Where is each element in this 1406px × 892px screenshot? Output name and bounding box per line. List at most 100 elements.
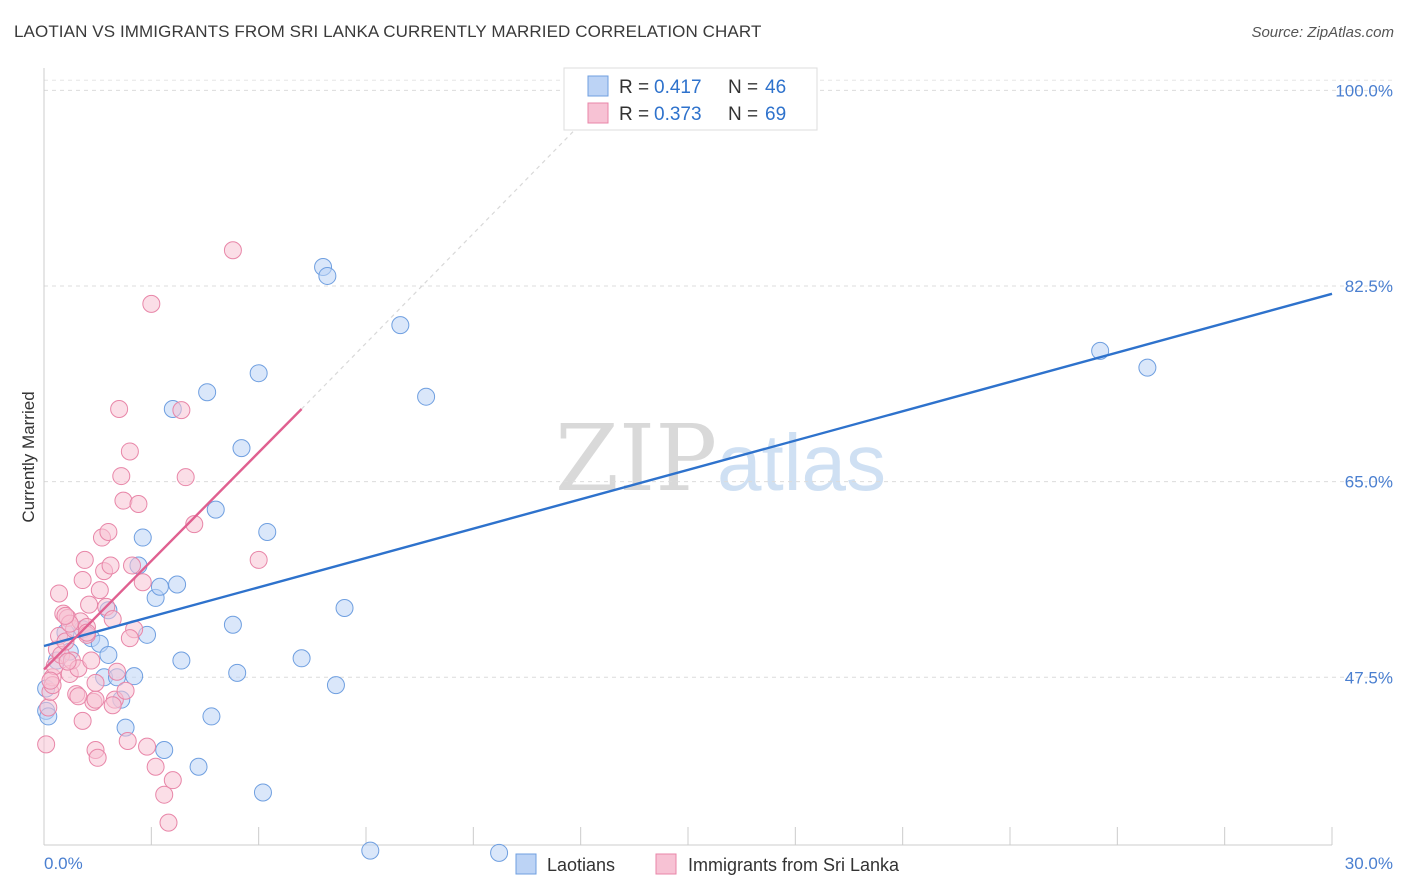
point-sri-lanka bbox=[159, 813, 178, 832]
point-sri-lanka bbox=[176, 468, 195, 487]
y-tick-labels: 47.5% 65.0% 82.5% 100.0% bbox=[1335, 81, 1393, 687]
point-sri-lanka bbox=[223, 241, 242, 260]
legend-n-label-laotians: N = bbox=[728, 77, 758, 98]
bottom-legend-swatch-sri-lanka bbox=[655, 853, 677, 875]
point-sri-lanka bbox=[142, 294, 161, 313]
point-laotians bbox=[490, 843, 509, 862]
y-tick-label: 82.5% bbox=[1345, 277, 1393, 296]
trend-line-sri-lanka bbox=[43, 408, 303, 671]
point-sri-lanka bbox=[110, 399, 129, 418]
point-sri-lanka bbox=[138, 737, 157, 756]
point-sri-lanka bbox=[99, 522, 118, 541]
series-legend: Laotians Immigrants from Sri Lanka bbox=[515, 853, 900, 875]
point-sri-lanka bbox=[88, 748, 107, 767]
chart-title: LAOTIAN VS IMMIGRANTS FROM SRI LANKA CUR… bbox=[14, 22, 762, 41]
point-laotians bbox=[1138, 358, 1157, 377]
y-tick-label: 47.5% bbox=[1345, 668, 1393, 687]
point-sri-lanka bbox=[146, 757, 165, 776]
point-laotians bbox=[258, 522, 277, 541]
point-laotians bbox=[155, 740, 174, 759]
point-laotians bbox=[318, 266, 337, 285]
x-tick-label-min: 0.0% bbox=[44, 854, 83, 873]
point-sri-lanka bbox=[41, 671, 60, 690]
point-sri-lanka bbox=[185, 515, 204, 534]
point-sri-lanka bbox=[103, 696, 122, 715]
point-sri-lanka bbox=[86, 690, 105, 709]
point-sri-lanka bbox=[133, 573, 152, 592]
watermark-atlas: atlas bbox=[717, 418, 886, 507]
legend-swatch-sri-lanka bbox=[587, 102, 609, 124]
point-laotians bbox=[391, 316, 410, 335]
bottom-legend-swatch-laotians bbox=[515, 853, 537, 875]
point-sri-lanka bbox=[129, 495, 148, 514]
y-axis-label: Currently Married bbox=[19, 391, 38, 522]
legend-r-label-laotians: R = bbox=[619, 77, 649, 98]
stats-legend: R = 0.417 N = 46 R = 0.373 N = 69 bbox=[563, 67, 818, 131]
point-laotians bbox=[125, 667, 144, 686]
point-sri-lanka bbox=[120, 442, 139, 461]
point-sri-lanka bbox=[37, 735, 56, 754]
point-sri-lanka bbox=[50, 584, 69, 603]
legend-swatch-laotians bbox=[587, 75, 609, 97]
point-sri-lanka bbox=[86, 673, 105, 692]
point-sri-lanka bbox=[155, 785, 174, 804]
point-sri-lanka bbox=[56, 606, 75, 625]
point-laotians bbox=[150, 577, 169, 596]
gridlines bbox=[44, 79, 1392, 678]
point-sri-lanka bbox=[101, 556, 120, 575]
source-label: Source: ZipAtlas.com bbox=[1251, 24, 1394, 41]
point-sri-lanka bbox=[39, 698, 58, 717]
bottom-legend-label-laotians: Laotians bbox=[547, 855, 615, 875]
point-laotians bbox=[361, 841, 380, 860]
point-laotians bbox=[417, 387, 436, 406]
point-sri-lanka bbox=[118, 732, 137, 751]
point-sri-lanka bbox=[163, 771, 182, 790]
data-points bbox=[37, 241, 1333, 862]
point-laotians bbox=[292, 649, 311, 668]
point-laotians bbox=[326, 676, 345, 695]
point-sri-lanka bbox=[172, 401, 191, 420]
point-laotians bbox=[223, 615, 242, 634]
point-laotians bbox=[189, 757, 208, 776]
point-sri-lanka bbox=[80, 595, 99, 614]
point-laotians bbox=[172, 651, 191, 670]
x-tick-label-max: 30.0% bbox=[1345, 854, 1393, 873]
legend-n-value-laotians: 46 bbox=[765, 77, 786, 98]
point-laotians bbox=[202, 707, 221, 726]
point-sri-lanka bbox=[114, 491, 133, 510]
point-laotians bbox=[198, 383, 217, 402]
point-sri-lanka bbox=[123, 556, 142, 575]
y-tick-label: 65.0% bbox=[1345, 473, 1393, 492]
legend-n-value-sri-lanka: 69 bbox=[765, 104, 786, 125]
y-tick-label: 100.0% bbox=[1335, 81, 1393, 100]
trend-lines bbox=[301, 123, 582, 410]
point-sri-lanka bbox=[120, 629, 139, 648]
point-laotians bbox=[99, 645, 118, 664]
trend-extension bbox=[301, 123, 582, 410]
point-laotians bbox=[133, 528, 152, 547]
trend-line-laotians bbox=[43, 292, 1333, 648]
point-sri-lanka bbox=[90, 581, 109, 600]
point-laotians bbox=[228, 663, 247, 682]
point-laotians bbox=[206, 500, 225, 519]
point-sri-lanka bbox=[249, 550, 268, 569]
point-sri-lanka bbox=[116, 681, 135, 700]
point-sri-lanka bbox=[73, 571, 92, 590]
legend-r-label-sri-lanka: R = bbox=[619, 104, 649, 125]
legend-r-value-sri-lanka: 0.373 bbox=[654, 104, 702, 125]
point-sri-lanka bbox=[58, 652, 77, 671]
legend-n-label-sri-lanka: N = bbox=[728, 104, 758, 125]
bottom-legend-label-sri-lanka: Immigrants from Sri Lanka bbox=[688, 855, 900, 875]
point-laotians bbox=[253, 783, 272, 802]
point-sri-lanka bbox=[75, 550, 94, 569]
point-laotians bbox=[168, 575, 187, 594]
point-laotians bbox=[335, 598, 354, 617]
point-sri-lanka bbox=[82, 651, 101, 670]
point-laotians bbox=[249, 364, 268, 383]
x-ticks bbox=[43, 827, 1333, 845]
point-laotians bbox=[232, 439, 251, 458]
watermark-zip: ZIP bbox=[555, 405, 717, 512]
legend-r-value-laotians: 0.417 bbox=[654, 77, 702, 98]
point-sri-lanka bbox=[73, 711, 92, 730]
